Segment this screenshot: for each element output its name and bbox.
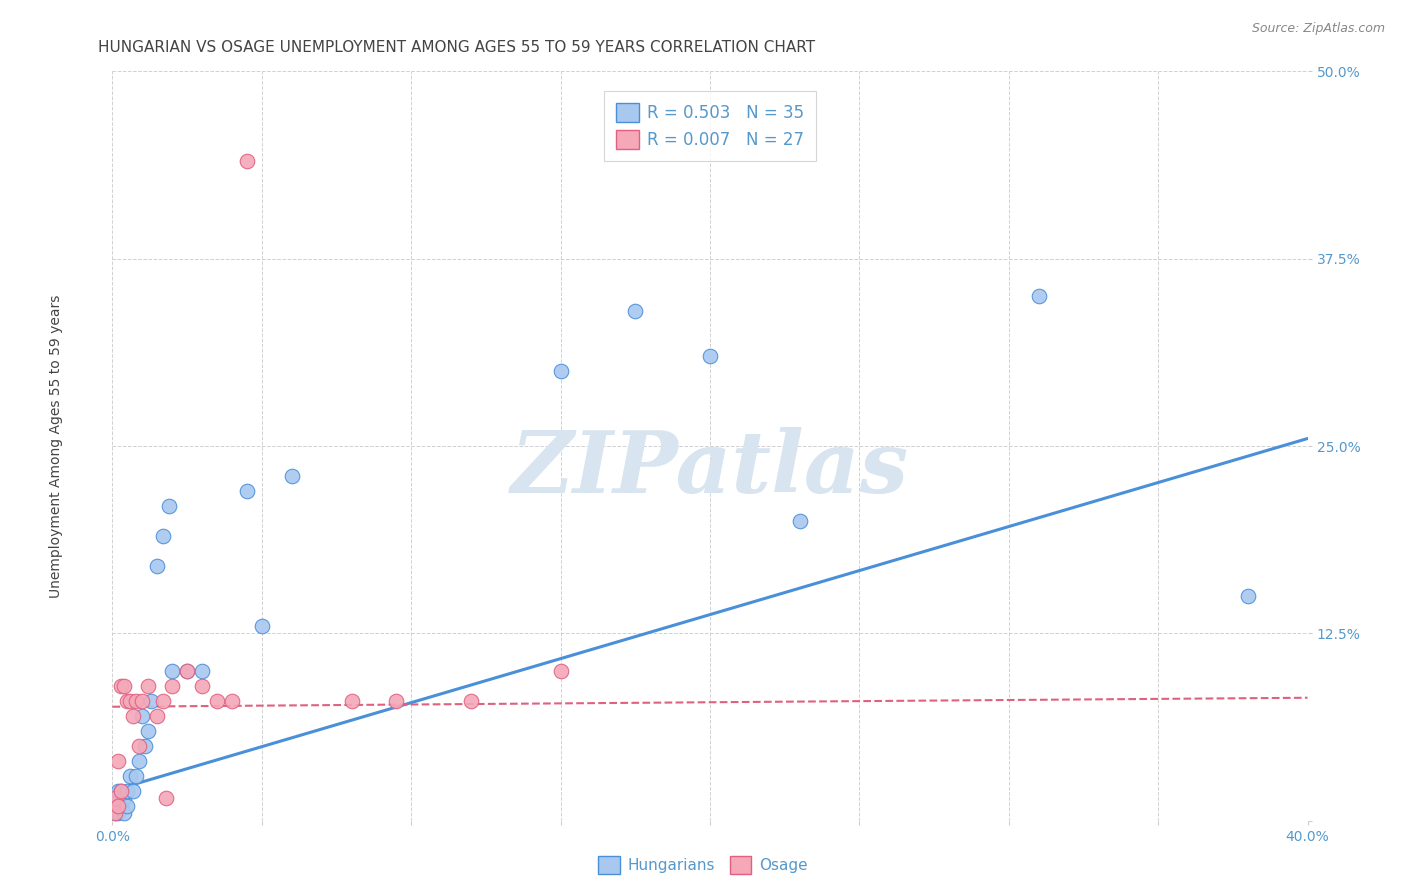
Point xyxy=(176,664,198,678)
Point xyxy=(110,679,132,693)
Point xyxy=(157,499,180,513)
Point xyxy=(138,723,160,738)
Text: Unemployment Among Ages 55 to 59 years: Unemployment Among Ages 55 to 59 years xyxy=(49,294,63,598)
Point xyxy=(624,304,647,318)
Text: Source: ZipAtlas.com: Source: ZipAtlas.com xyxy=(1251,22,1385,36)
Point xyxy=(131,708,153,723)
Point xyxy=(236,154,259,169)
Point xyxy=(125,694,148,708)
Point xyxy=(128,739,150,753)
Point xyxy=(128,754,150,768)
Point xyxy=(104,806,127,821)
Point xyxy=(134,739,156,753)
Point xyxy=(107,754,129,768)
Point xyxy=(104,791,127,805)
Point xyxy=(125,769,148,783)
Point xyxy=(146,708,169,723)
Point xyxy=(110,798,132,813)
Point xyxy=(152,529,174,543)
Point xyxy=(221,694,243,708)
Point xyxy=(250,619,273,633)
Point xyxy=(114,791,135,805)
Point xyxy=(162,679,183,693)
Point xyxy=(1028,289,1050,303)
Point xyxy=(550,664,572,678)
Point xyxy=(110,783,132,797)
Point xyxy=(120,769,142,783)
Point xyxy=(281,469,304,483)
Point xyxy=(117,798,139,813)
Point xyxy=(131,694,153,708)
Point xyxy=(114,806,135,821)
Point xyxy=(460,694,482,708)
Point xyxy=(107,798,129,813)
Point xyxy=(114,679,135,693)
Point xyxy=(104,791,127,805)
Point xyxy=(138,679,160,693)
Point xyxy=(155,791,177,805)
Text: HUNGARIAN VS OSAGE UNEMPLOYMENT AMONG AGES 55 TO 59 YEARS CORRELATION CHART: HUNGARIAN VS OSAGE UNEMPLOYMENT AMONG AG… xyxy=(98,40,815,55)
Point xyxy=(107,783,129,797)
Point xyxy=(104,798,127,813)
Point xyxy=(550,364,572,378)
Point xyxy=(107,806,129,821)
Legend: Hungarians, Osage: Hungarians, Osage xyxy=(592,850,814,880)
Point xyxy=(107,798,129,813)
Point xyxy=(162,664,183,678)
Point xyxy=(117,783,139,797)
Point xyxy=(789,514,811,528)
Text: ZIPatlas: ZIPatlas xyxy=(510,426,910,510)
Point xyxy=(146,558,169,573)
Point xyxy=(152,694,174,708)
Point xyxy=(191,679,214,693)
Point xyxy=(1237,589,1260,603)
Legend: R = 0.503   N = 35, R = 0.007   N = 27: R = 0.503 N = 35, R = 0.007 N = 27 xyxy=(605,91,815,161)
Point xyxy=(385,694,408,708)
Point xyxy=(699,349,721,363)
Point xyxy=(340,694,363,708)
Point xyxy=(104,806,127,821)
Point xyxy=(141,694,163,708)
Point xyxy=(120,694,142,708)
Point xyxy=(191,664,214,678)
Point xyxy=(236,483,259,498)
Point xyxy=(176,664,198,678)
Point xyxy=(117,694,139,708)
Point xyxy=(205,694,228,708)
Point xyxy=(122,708,145,723)
Point xyxy=(110,783,132,797)
Point xyxy=(122,783,145,797)
